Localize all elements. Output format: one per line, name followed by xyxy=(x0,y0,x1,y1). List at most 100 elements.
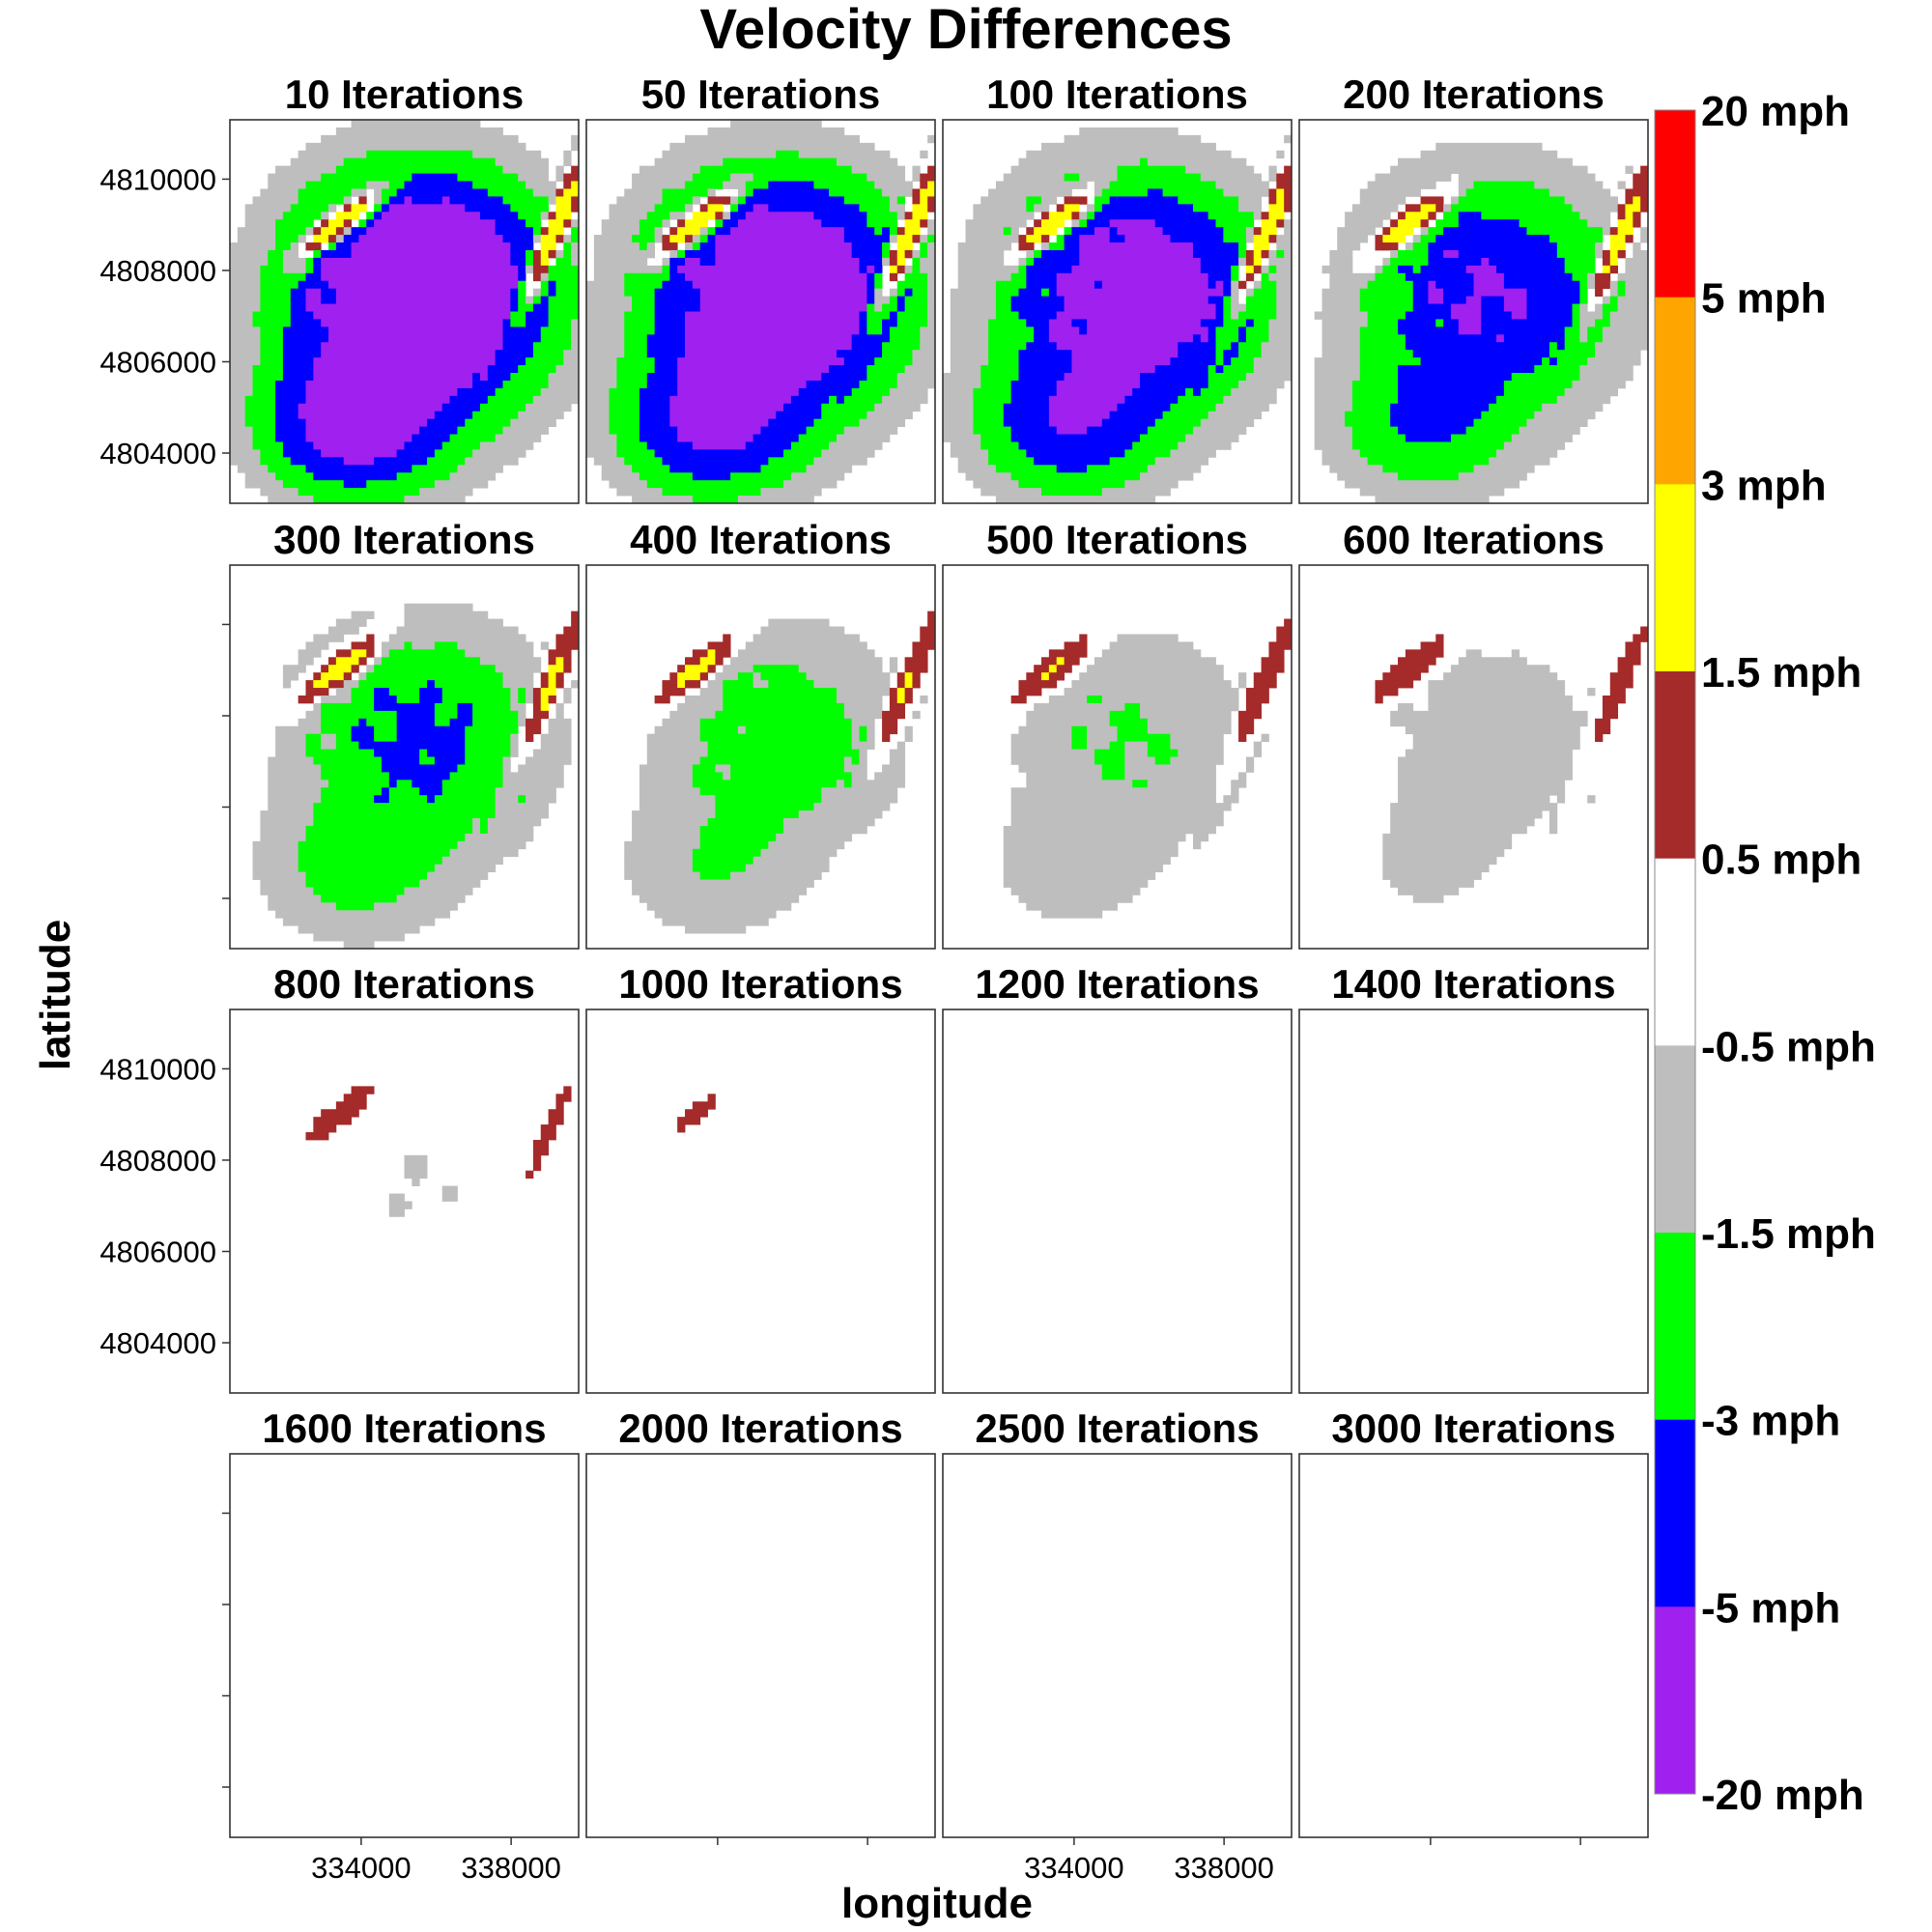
raster-cell xyxy=(328,204,337,213)
raster-cell xyxy=(1223,188,1232,197)
raster-cell xyxy=(313,173,322,182)
raster-cell xyxy=(874,257,883,267)
raster-cell xyxy=(798,188,807,197)
raster-cell xyxy=(624,265,633,274)
raster-cell xyxy=(510,280,519,290)
raster-cell xyxy=(609,342,617,351)
raster-cell xyxy=(632,350,640,358)
raster-cell xyxy=(760,272,769,282)
raster-cell xyxy=(1101,288,1111,298)
raster-cell xyxy=(677,265,686,274)
raster-cell xyxy=(366,365,375,374)
raster-cell xyxy=(859,165,867,174)
raster-cell xyxy=(685,296,694,304)
raster-cell xyxy=(821,373,830,382)
raster-cell xyxy=(1018,327,1027,335)
raster-cell xyxy=(851,288,860,298)
raster-cell xyxy=(790,441,800,450)
raster-cell xyxy=(874,219,883,228)
raster-cell xyxy=(434,334,443,343)
raster-cell xyxy=(813,472,822,481)
raster-cell xyxy=(351,327,359,335)
raster-cell xyxy=(351,472,359,481)
raster-cell xyxy=(260,257,269,267)
raster-cell xyxy=(624,472,633,481)
raster-cell xyxy=(912,350,921,358)
raster-cell xyxy=(472,227,481,236)
raster-cell xyxy=(305,157,314,167)
raster-cell xyxy=(859,212,867,220)
raster-cell xyxy=(753,242,761,251)
raster-cell xyxy=(449,357,458,366)
raster-cell xyxy=(790,134,800,144)
raster-cell xyxy=(783,357,792,366)
raster-cell xyxy=(313,350,322,358)
raster-cell xyxy=(305,142,314,152)
raster-cell xyxy=(995,242,1005,251)
raster-cell xyxy=(1154,219,1163,228)
raster-cell xyxy=(1010,219,1019,228)
raster-cell xyxy=(244,365,253,374)
raster-cell xyxy=(237,227,246,236)
raster-cell xyxy=(707,441,716,450)
raster-cell xyxy=(1223,303,1232,312)
raster-cell xyxy=(487,157,497,167)
raster-cell xyxy=(723,280,731,290)
raster-cell xyxy=(1253,311,1263,320)
raster-cell xyxy=(730,219,739,228)
raster-cell xyxy=(465,120,473,128)
raster-cell xyxy=(1010,235,1019,243)
raster-cell xyxy=(1170,181,1179,189)
raster-cell xyxy=(427,157,436,167)
raster-cell xyxy=(1034,257,1042,267)
raster-cell xyxy=(495,165,503,174)
raster-cell xyxy=(912,288,921,298)
raster-cell xyxy=(1200,242,1209,251)
raster-cell xyxy=(707,212,716,220)
raster-cell xyxy=(457,342,466,351)
raster-cell xyxy=(290,235,299,243)
raster-cell xyxy=(479,188,489,197)
raster-cell xyxy=(412,387,420,397)
raster-cell xyxy=(1154,212,1163,220)
raster-cell xyxy=(920,303,928,312)
raster-cell xyxy=(723,219,731,228)
raster-cell xyxy=(230,411,239,420)
raster-cell xyxy=(798,219,807,228)
raster-cell xyxy=(753,373,761,382)
raster-cell xyxy=(1026,242,1035,251)
raster-cell xyxy=(1178,235,1186,243)
raster-cell xyxy=(532,296,542,304)
raster-cell xyxy=(1132,173,1141,182)
raster-cell xyxy=(1284,272,1293,282)
raster-cell xyxy=(889,265,898,274)
raster-cell xyxy=(920,334,928,343)
raster-cell xyxy=(1010,188,1019,197)
raster-cell xyxy=(988,288,997,298)
raster-cell xyxy=(472,457,481,466)
raster-cell xyxy=(571,181,580,189)
raster-cell xyxy=(1094,280,1103,290)
raster-cell xyxy=(624,403,633,412)
raster-cell xyxy=(783,449,792,458)
raster-cell xyxy=(1245,235,1255,243)
raster-cell xyxy=(1245,296,1255,304)
raster-cell xyxy=(904,334,913,343)
raster-cell xyxy=(806,235,814,243)
raster-cell xyxy=(260,472,269,481)
raster-cell xyxy=(237,257,246,267)
raster-cell xyxy=(374,173,383,182)
raster-cell xyxy=(821,472,830,481)
raster-cell xyxy=(1147,142,1156,152)
raster-cell xyxy=(980,265,989,274)
raster-cell xyxy=(1268,188,1277,197)
panel-border xyxy=(585,119,936,504)
raster-cell xyxy=(723,257,731,267)
raster-cell xyxy=(632,465,640,473)
raster-cell xyxy=(412,249,420,259)
raster-cell xyxy=(1132,181,1141,189)
raster-cell xyxy=(843,373,853,382)
raster-cell xyxy=(654,387,663,397)
raster-cell xyxy=(1079,311,1088,320)
raster-cell xyxy=(555,296,564,304)
